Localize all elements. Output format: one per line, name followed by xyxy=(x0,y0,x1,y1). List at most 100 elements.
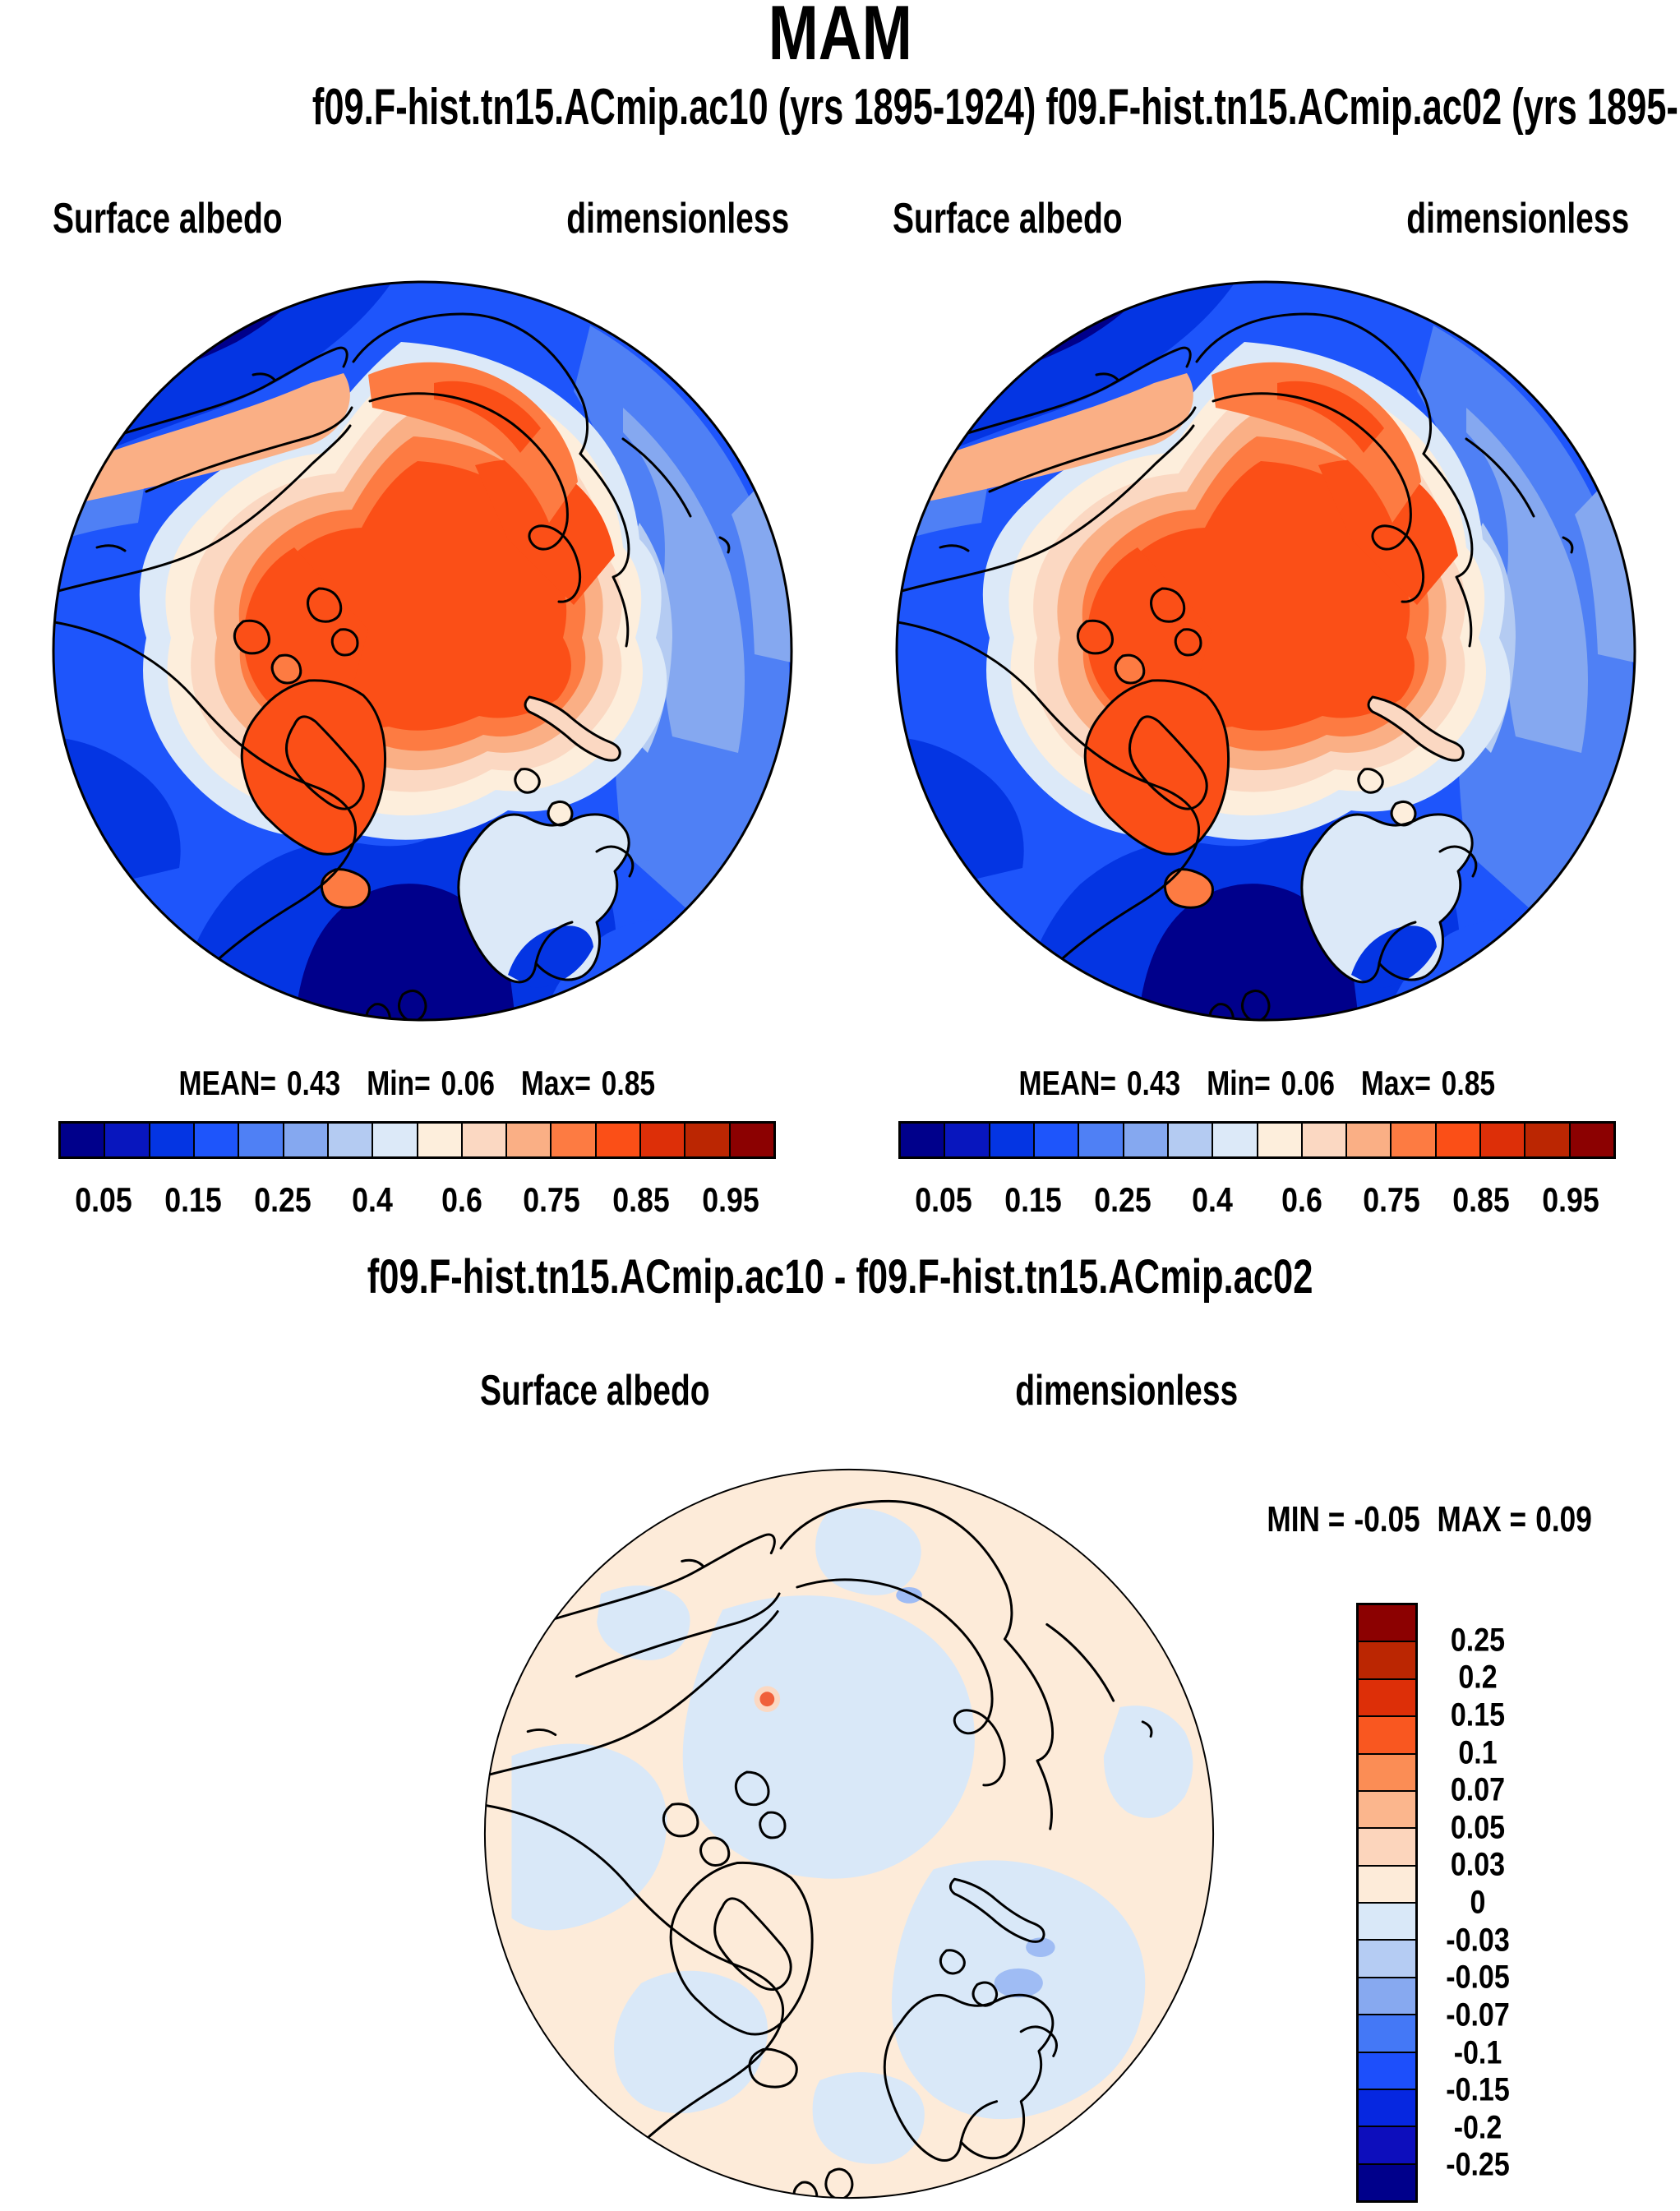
diff-max-value: 0.09 xyxy=(1535,1499,1592,1539)
colorbar-tick-label: 0.25 xyxy=(1450,1622,1506,1659)
colorbar-segment xyxy=(1479,1124,1525,1156)
colorbar-segment xyxy=(639,1124,685,1156)
colorbar-tick-label: 0.05 xyxy=(74,1180,132,1219)
colorbar-tick-label: 0.15 xyxy=(164,1180,222,1219)
colorbar-segment xyxy=(460,1124,506,1156)
colorbar-tick-label: 0.95 xyxy=(1542,1180,1600,1219)
panel2-min-label: Min= xyxy=(1207,1064,1271,1102)
colorbar-tick-label: -0.1 xyxy=(1453,2034,1502,2070)
albedo-map-case1 xyxy=(48,276,797,1026)
colorbar-segment xyxy=(550,1124,595,1156)
colorbar-tick-label: 0.6 xyxy=(1281,1180,1322,1219)
panel2-min-value: 0.06 xyxy=(1281,1064,1336,1102)
panel2-mean-label: MEAN= xyxy=(1018,1064,1117,1102)
colorbar-tick-label: -0.25 xyxy=(1446,2146,1510,2183)
colorbar-segment xyxy=(1359,2014,1415,2052)
colorbar-segment xyxy=(1524,1124,1569,1156)
colorbar-tick-label: -0.05 xyxy=(1446,1959,1510,1996)
colorbar-segment xyxy=(1032,1124,1078,1156)
colorbar-segment xyxy=(372,1124,417,1156)
colorbar-segment xyxy=(1359,1864,1415,1902)
panel1-variable-label: Surface albedo xyxy=(53,195,283,242)
colorbar-tick-label: 0.05 xyxy=(914,1180,972,1219)
cases-subtitle: f09.F-hist.tn15.ACmip.ac10 (yrs 1895-192… xyxy=(312,79,1680,136)
colorbar-tick-label: 0.03 xyxy=(1450,1846,1506,1883)
colorbar-segment xyxy=(1359,1678,1415,1716)
colorbar-segment xyxy=(104,1124,149,1156)
colorbar-tick-label: 0.07 xyxy=(1450,1771,1506,1808)
colorbar-segment xyxy=(1390,1124,1435,1156)
colorbar-segment xyxy=(1166,1124,1212,1156)
colorbar-segment xyxy=(988,1124,1033,1156)
diff-min-value: -0.05 xyxy=(1354,1499,1420,1539)
colorbar-tick-label: 0.2 xyxy=(1458,1659,1498,1696)
colorbar-segment xyxy=(1359,2163,1415,2200)
colorbar-tick-label: 0.15 xyxy=(1004,1180,1062,1219)
colorbar-segment xyxy=(1122,1124,1167,1156)
panel2-mean-value: 0.43 xyxy=(1127,1064,1181,1102)
colorbar-segment xyxy=(1300,1124,1346,1156)
colorbar-segment xyxy=(416,1124,461,1156)
colorbar-segment xyxy=(594,1124,640,1156)
colorbar-segment xyxy=(1359,1827,1415,1865)
panel1-mean-label: MEAN= xyxy=(178,1064,277,1102)
colorbar-segment xyxy=(1078,1124,1123,1156)
panel2-variable-label: Surface albedo xyxy=(893,195,1123,242)
colorbar-tick-label: 0.4 xyxy=(1192,1180,1233,1219)
difference-map xyxy=(479,1464,1219,2204)
colorbar-tick-label: 0.85 xyxy=(612,1180,671,1219)
colorbar-tick-label: 0.75 xyxy=(1363,1180,1420,1219)
diff-colorbar xyxy=(1356,1603,1418,2203)
colorbar-segment xyxy=(282,1124,327,1156)
panel1-colorbar-labels: 0.05 0.15 0.25 0.4 0.6 0.75 0.85 0.95 xyxy=(58,1179,776,1221)
colorbar-segment xyxy=(1359,1605,1415,1641)
colorbar-segment xyxy=(1359,1976,1415,2015)
colorbar-segment xyxy=(1256,1124,1301,1156)
colorbar-tick-label: 0.95 xyxy=(702,1180,760,1219)
panel1-min-label: Min= xyxy=(367,1064,431,1102)
colorbar-tick-label: 0.4 xyxy=(352,1180,393,1219)
panel2-colorbar xyxy=(898,1121,1616,1159)
colorbar-segment xyxy=(1568,1124,1613,1156)
diff-title: f09.F-hist.tn15.ACmip.ac10 - f09.F-hist.… xyxy=(367,1250,1313,1304)
colorbar-segment xyxy=(684,1124,729,1156)
colorbar-tick-label: 0.6 xyxy=(441,1180,482,1219)
colorbar-segment xyxy=(238,1124,283,1156)
page-header: MAM xyxy=(0,0,1680,74)
colorbar-segment xyxy=(1359,1939,1415,1977)
colorbar-tick-label: 0.25 xyxy=(254,1180,312,1219)
colorbar-segment xyxy=(728,1124,773,1156)
colorbar-tick-label: -0.03 xyxy=(1446,1922,1510,1959)
panel2-stats-row: MEAN= 0.43 Min= 0.06 Max= 0.85 xyxy=(898,1064,1616,1103)
colorbar-segment xyxy=(1434,1124,1480,1156)
panel1-units-label: dimensionless xyxy=(566,195,789,242)
diff-units-label: dimensionless xyxy=(1015,1367,1238,1415)
panel1-variable-row: Surface albedo dimensionless xyxy=(53,196,789,242)
panel2-variable-row: Surface albedo dimensionless xyxy=(893,196,1629,242)
colorbar-segment xyxy=(1359,1902,1415,1940)
colorbar-segment xyxy=(326,1124,372,1156)
colorbar-segment xyxy=(1359,1715,1415,1753)
colorbar-segment xyxy=(1359,2088,1415,2126)
diff-max-label: MAX = xyxy=(1437,1499,1526,1539)
colorbar-segment xyxy=(1359,2126,1415,2163)
season-title: MAM xyxy=(768,0,912,76)
panel1-stats-row: MEAN= 0.43 Min= 0.06 Max= 0.85 xyxy=(58,1064,776,1103)
panel2-max-value: 0.85 xyxy=(1441,1064,1496,1102)
colorbar-segment xyxy=(1359,1641,1415,1678)
diff-stats-row: MIN = -0.05 MAX = 0.09 xyxy=(1199,1499,1659,1540)
colorbar-tick-label: 0.05 xyxy=(1450,1809,1506,1846)
colorbar-segment xyxy=(61,1124,104,1156)
diff-min-label: MIN = xyxy=(1267,1499,1345,1539)
colorbar-segment xyxy=(944,1124,989,1156)
albedo-map-case2 xyxy=(891,276,1641,1026)
diff-variable-label: Surface albedo xyxy=(480,1367,710,1415)
panel1-max-value: 0.85 xyxy=(601,1064,656,1102)
colorbar-segment xyxy=(901,1124,944,1156)
colorbar-tick-label: -0.15 xyxy=(1446,2071,1510,2108)
diff-colorbar-labels: 0.25 0.2 0.15 0.1 0.07 0.05 0.03 0 -0.03 -0.05 -0.… xyxy=(1424,1603,1531,2203)
diff-variable-row: Surface albedo dimensionless xyxy=(480,1368,1238,1414)
colorbar-segment xyxy=(505,1124,551,1156)
panel2-colorbar-labels: 0.05 0.15 0.25 0.4 0.6 0.75 0.85 0.95 xyxy=(898,1179,1616,1221)
colorbar-tick-label: -0.07 xyxy=(1446,1996,1510,2033)
